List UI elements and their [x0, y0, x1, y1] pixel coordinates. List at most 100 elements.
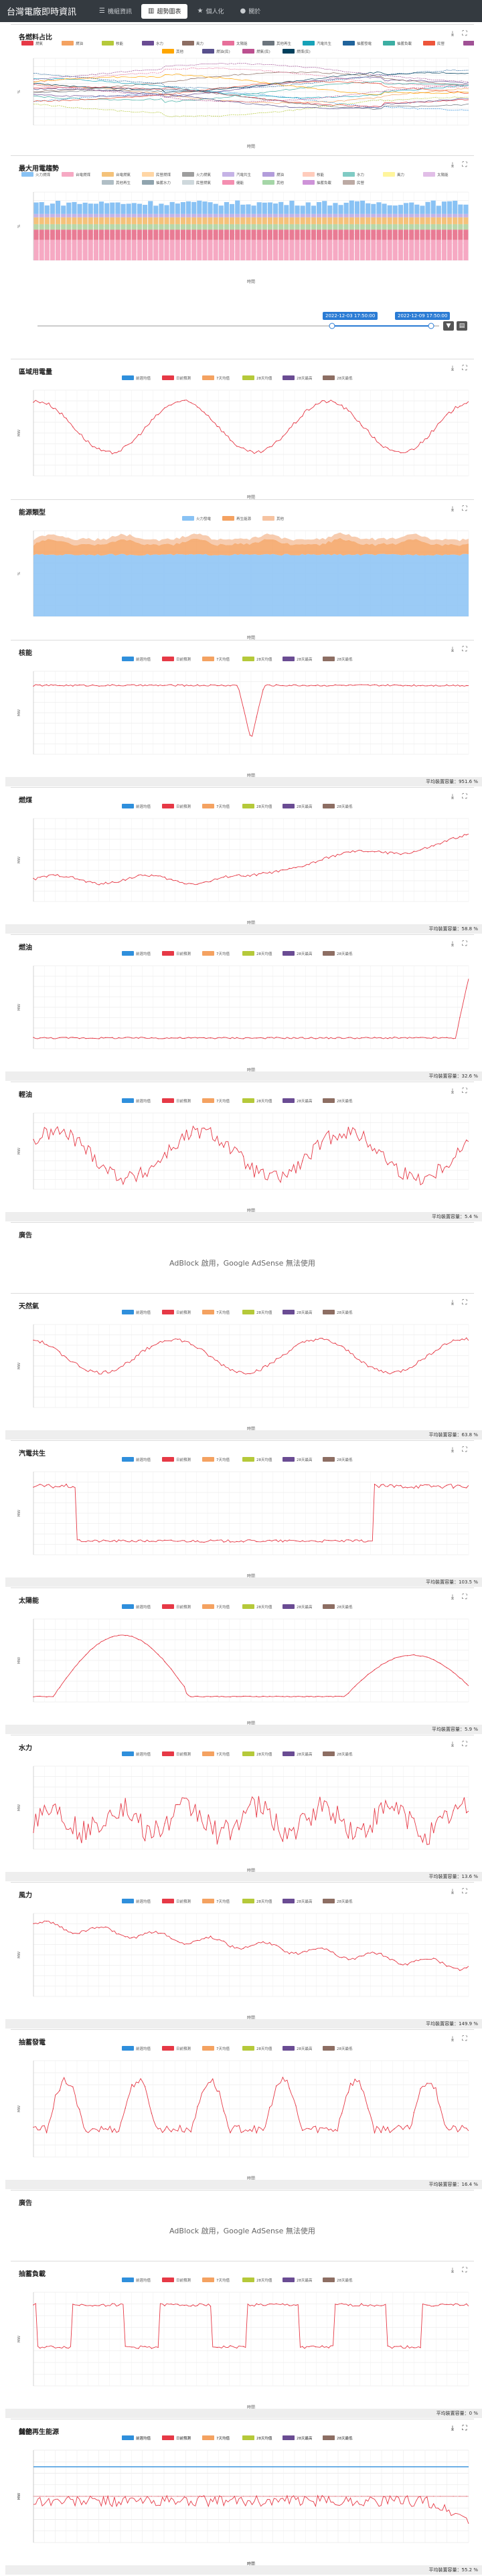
fullscreen-icon[interactable]: ⛶ [462, 940, 467, 948]
filter-button[interactable]: ▼ [443, 321, 454, 331]
fullscreen-icon[interactable]: ⛶ [462, 2425, 467, 2432]
download-icon[interactable]: ⤓ [451, 365, 455, 372]
slider-start-handle[interactable] [329, 323, 335, 329]
fullscreen-icon[interactable]: ⛶ [462, 30, 467, 37]
legend-item[interactable]: 28天最低 [323, 951, 353, 956]
legend-item[interactable]: 28天均值 [242, 804, 272, 809]
legend-item[interactable]: 日前預測 [162, 2278, 191, 2283]
fullscreen-icon[interactable]: ⛶ [462, 1594, 467, 1601]
legend-item[interactable]: 28天均值 [242, 2046, 272, 2051]
fullscreen-icon[interactable]: ⛶ [462, 1888, 467, 1895]
legend-item[interactable]: 28天最低 [323, 2278, 353, 2283]
download-icon[interactable]: ⤓ [451, 1299, 455, 1306]
legend-item[interactable]: 火力發電 [182, 516, 212, 521]
legend-item[interactable]: 28天最低 [323, 1098, 353, 1104]
legend-item[interactable]: 7天均值 [202, 1098, 230, 1104]
legend-item[interactable]: 7天均值 [202, 2046, 230, 2051]
legend-item[interactable]: 風力 [383, 172, 404, 177]
legend-item[interactable]: 民營燃氣 [182, 180, 212, 185]
legend-item[interactable]: 其他 [262, 516, 285, 521]
legend-item[interactable]: 燃油 [262, 172, 285, 177]
download-icon[interactable]: ⤓ [451, 646, 455, 653]
legend-item[interactable]: 抽蓄水力 [142, 180, 171, 185]
legend-item[interactable]: 燃氣 [21, 41, 44, 46]
legend-item[interactable]: 核能 [102, 41, 124, 46]
download-icon[interactable]: ⤓ [451, 505, 455, 513]
legend-item[interactable]: 燃氣(民) [242, 49, 270, 54]
legend-item[interactable]: 28天最高 [283, 951, 313, 956]
legend-item[interactable]: 風力 [182, 41, 204, 46]
legend-item[interactable]: 太陽能 [222, 41, 248, 46]
legend-item[interactable]: 7天均值 [202, 1310, 230, 1315]
nav-unit-info[interactable]: ☰ 機組資訊 [92, 4, 139, 19]
legend-item[interactable]: 太陽能 [423, 172, 449, 177]
legend-item[interactable]: 日前預測 [162, 1899, 191, 1904]
legend-item[interactable]: 日前預測 [162, 2046, 191, 2051]
legend-item[interactable]: 前週均值 [122, 657, 151, 662]
legend-item[interactable]: 28天最高 [283, 2046, 313, 2051]
download-icon[interactable]: ⤓ [451, 1446, 455, 1454]
legend-item[interactable]: 抽蓄發電 [343, 41, 372, 46]
legend-item[interactable]: 7天均值 [202, 657, 230, 662]
legend-item[interactable]: 日前預測 [162, 1457, 191, 1462]
legend-item[interactable]: 前週均值 [122, 2046, 151, 2051]
legend-item[interactable]: 前週均值 [122, 1899, 151, 1904]
download-icon[interactable]: ⤓ [451, 793, 455, 800]
legend-item[interactable]: 前週均值 [122, 1604, 151, 1610]
legend-item[interactable]: 抽蓄負載 [303, 180, 332, 185]
legend-item[interactable]: 28天均值 [242, 2278, 272, 2283]
legend-item[interactable]: 其他 [262, 180, 285, 185]
legend-item[interactable]: 民營 [423, 41, 445, 46]
legend-item[interactable]: 前週均值 [122, 2278, 151, 2283]
legend-item[interactable]: 28天最低 [323, 1899, 353, 1904]
fullscreen-icon[interactable]: ⛶ [462, 365, 467, 372]
download-icon[interactable]: ⤓ [451, 1741, 455, 1748]
nav-about[interactable]: ● 關於 [233, 4, 267, 19]
legend-item[interactable]: 日前預測 [162, 375, 191, 381]
download-icon[interactable]: ⤓ [451, 30, 455, 37]
legend-item[interactable]: 28天均值 [242, 1457, 272, 1462]
legend-item[interactable]: 28天最低 [323, 375, 353, 381]
legend-item[interactable]: 民營燃煤 [142, 172, 171, 177]
legend-item[interactable]: 28天最高 [283, 375, 313, 381]
legend-item[interactable]: 28天最高 [283, 1098, 313, 1104]
fullscreen-icon[interactable]: ⛶ [462, 2035, 467, 2043]
legend-item[interactable]: 28天均值 [242, 1899, 272, 1904]
legend-item[interactable]: 前週均值 [122, 2435, 151, 2441]
legend-item[interactable]: 其他再生 [262, 41, 292, 46]
legend-item[interactable]: 28天最高 [283, 1899, 313, 1904]
legend-item[interactable]: 再生能源 [222, 516, 252, 521]
legend-item[interactable]: 28天均值 [242, 2435, 272, 2441]
legend-item[interactable]: 28天最低 [323, 1604, 353, 1610]
legend-item[interactable]: 台電燃煤 [62, 172, 91, 177]
legend-item[interactable]: 28天最高 [283, 1457, 313, 1462]
legend-item[interactable]: 28天最高 [283, 657, 313, 662]
legend-item[interactable]: 水力 [343, 172, 364, 177]
legend-item[interactable]: 28天最低 [323, 1310, 353, 1315]
legend-item[interactable]: 28天均值 [242, 1310, 272, 1315]
legend-item[interactable]: 前週均值 [122, 1310, 151, 1315]
legend-item[interactable]: 28天最低 [323, 804, 353, 809]
legend-item[interactable]: 28天均值 [242, 951, 272, 956]
legend-item[interactable]: 28天最低 [323, 1751, 353, 1757]
legend-item[interactable]: 儲能 [463, 41, 474, 46]
legend-item[interactable]: 其他 [162, 49, 184, 54]
legend-item[interactable]: 7天均值 [202, 1457, 230, 1462]
legend-item[interactable]: 火力燃煤 [21, 172, 51, 177]
legend-item[interactable]: 7天均值 [202, 804, 230, 809]
legend-item[interactable]: 燃油 [62, 41, 84, 46]
legend-item[interactable]: 28天均值 [242, 375, 272, 381]
legend-item[interactable]: 前週均值 [122, 1098, 151, 1104]
legend-item[interactable]: 28天均值 [242, 657, 272, 662]
download-icon[interactable]: ⤓ [451, 940, 455, 948]
legend-item[interactable]: 28天最高 [283, 2435, 313, 2441]
legend-item[interactable]: 7天均值 [202, 375, 230, 381]
legend-item[interactable]: 日前預測 [162, 951, 191, 956]
legend-item[interactable]: 28天均值 [242, 1098, 272, 1104]
legend-item[interactable]: 前週均值 [122, 1751, 151, 1757]
legend-item[interactable]: 7天均值 [202, 2435, 230, 2441]
legend-item[interactable]: 日前預測 [162, 657, 191, 662]
legend-item[interactable]: 儲能 [222, 180, 244, 185]
fullscreen-icon[interactable]: ⛶ [462, 1741, 467, 1748]
legend-item[interactable]: 7天均值 [202, 1751, 230, 1757]
